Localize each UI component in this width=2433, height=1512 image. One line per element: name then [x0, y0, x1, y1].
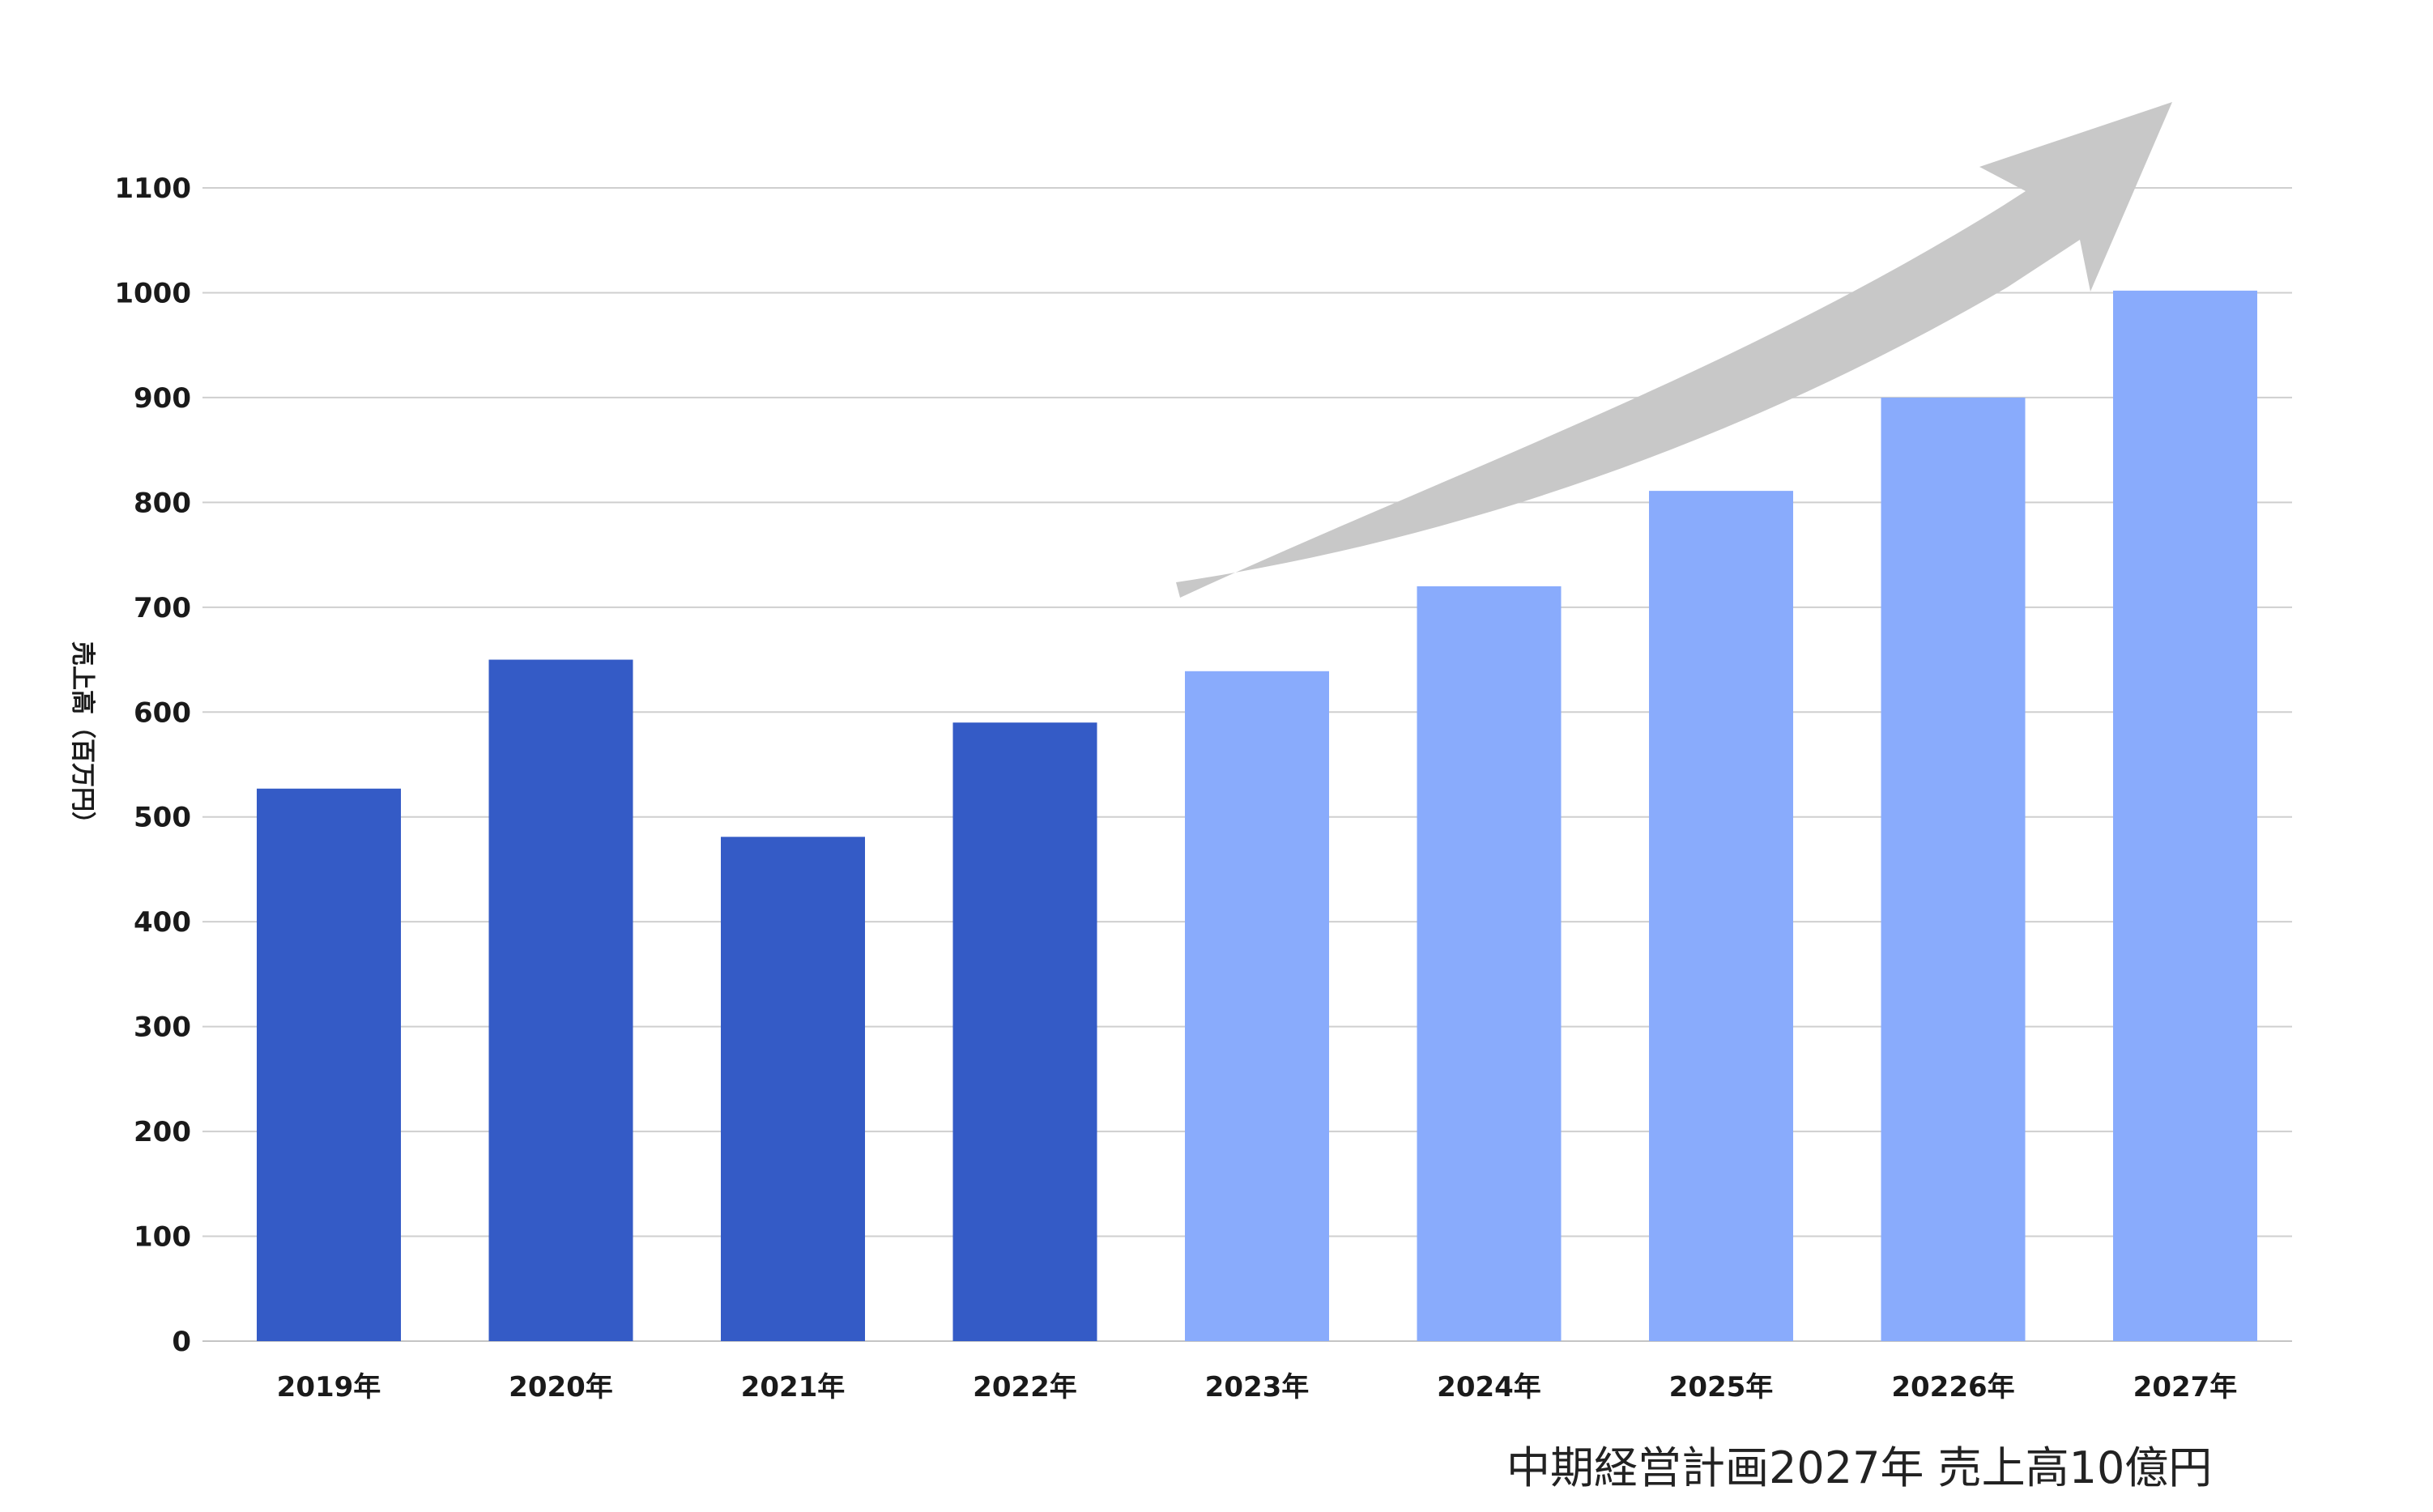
x-tick-label: 20226年 [1891, 1371, 2014, 1403]
y-tick-label: 800 [134, 487, 191, 519]
y-tick-label: 300 [134, 1012, 191, 1044]
y-tick-label: 600 [134, 696, 191, 729]
plan-caption: 中期経営計画2027年 売上高10億円 [1506, 1442, 2213, 1493]
bar-plan [1417, 586, 1562, 1341]
bar-actual [488, 659, 633, 1341]
bar-plan [2113, 290, 2257, 1341]
x-tick-label: 2022年 [973, 1371, 1077, 1403]
trend-arrow [1176, 102, 2172, 598]
x-tick-label: 2027年 [2133, 1371, 2238, 1403]
y-tick-label: 1000 [114, 277, 191, 309]
y-tick-label: 100 [134, 1221, 191, 1254]
bar-plan [1649, 491, 1793, 1341]
y-axis-ticks: 0 100 200 300 400 500 600 700 800 900 1000 1100 [114, 172, 191, 1358]
bars [257, 290, 2257, 1342]
bar-plan [1881, 397, 2026, 1342]
x-tick-label: 2019年 [277, 1371, 381, 1403]
y-tick-label: 400 [134, 906, 191, 939]
y-tick-label: 0 [172, 1326, 191, 1358]
y-axis-label: 売上高（百万円） [68, 641, 96, 836]
bar-actual [721, 837, 865, 1341]
y-tick-label: 700 [134, 592, 191, 624]
x-tick-label: 2020年 [509, 1371, 613, 1403]
y-tick-label: 200 [134, 1116, 191, 1148]
y-tick-label: 1100 [114, 172, 191, 205]
x-axis-ticks: 2019年 2020年 2021年 2022年 2023年 2024年 2025年 20226… [277, 1371, 2238, 1403]
bar-plan [1185, 671, 1329, 1341]
bar-actual [952, 722, 1097, 1341]
trend-arrow-icon [1176, 102, 2172, 598]
x-tick-label: 2025年 [1669, 1371, 1774, 1403]
x-tick-label: 2024年 [1437, 1371, 1541, 1403]
y-tick-label: 500 [134, 802, 191, 834]
x-tick-label: 2021年 [741, 1371, 846, 1403]
y-tick-label: 900 [134, 382, 191, 415]
bar-actual [257, 788, 401, 1341]
x-tick-label: 2023年 [1205, 1371, 1310, 1403]
